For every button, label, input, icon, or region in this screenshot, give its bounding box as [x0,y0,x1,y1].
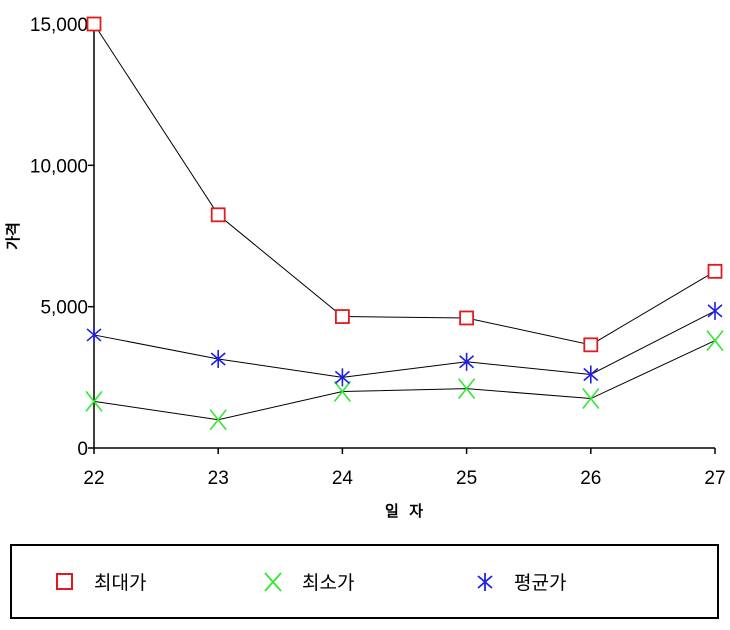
legend-label-min: 최소가 [302,572,355,594]
x-marker-icon [264,571,282,592]
data-point-max [86,16,102,32]
x-tick-label: 24 [332,468,354,489]
legend-label-avg: 평균가 [514,572,567,594]
data-point-max [583,337,599,353]
y-tick-label: 5,000 [40,298,88,319]
axes: 0 5,000 10,000 15,000 22 23 24 25 26 27 [30,15,726,489]
series-markers [85,16,724,431]
y-axis-title: 가격 [4,222,22,250]
data-point-avg [210,349,226,368]
data-point-min [333,380,352,402]
data-point-max [210,207,226,223]
data-point-max [459,310,475,326]
data-point-min-stroke [706,330,724,352]
data-point-avg-stroke [210,352,226,366]
data-point-min-stroke [85,390,103,412]
data-point-min-stroke [209,409,227,431]
legend-label-max: 최대가 [94,572,147,594]
asterisk-marker-icon [477,572,493,591]
data-point-avg [86,325,102,344]
data-point-max [707,263,723,279]
legend-item-min: 최소가 [262,546,354,617]
y-tick-label: 0 [77,439,88,460]
data-point-min [582,388,600,410]
data-point-avg-stroke [86,328,102,342]
data-point-min [457,378,476,400]
data-point-min-stroke [333,380,352,402]
series-line-2 [93,310,716,378]
y-tick-label: 10,000 [30,156,88,177]
data-point-max [334,309,350,324]
data-point-min-stroke [582,388,600,410]
data-point-avg-stroke [707,304,723,318]
series-line-1 [93,340,716,421]
data-point-min [209,409,227,431]
data-point-min [85,390,103,412]
x-tick-label: 22 [83,468,104,489]
series-line-0 [93,23,716,346]
y-tick-label: 15,000 [30,15,88,36]
x-tick-label: 26 [580,468,601,489]
square-marker-icon [56,572,73,590]
x-axis-title: 일 자 [385,502,423,520]
legend: 최대가 최소가 평균가 [10,544,719,619]
x-tick-label: 25 [456,468,477,489]
data-point-avg-stroke [583,367,599,382]
data-point-avg-stroke [459,355,475,369]
series-lines [93,23,716,421]
data-point-avg [334,368,350,387]
data-point-avg [459,352,475,371]
data-point-avg-stroke [334,370,350,384]
x-tick-label: 27 [704,468,725,489]
data-point-min [706,330,724,352]
legend-item-max: 최대가 [54,546,146,617]
data-point-min-stroke [457,378,476,400]
data-point-avg [707,301,723,320]
x-tick-label: 23 [208,468,229,489]
data-point-avg [583,365,599,384]
legend-item-avg: 평균가 [474,546,566,617]
